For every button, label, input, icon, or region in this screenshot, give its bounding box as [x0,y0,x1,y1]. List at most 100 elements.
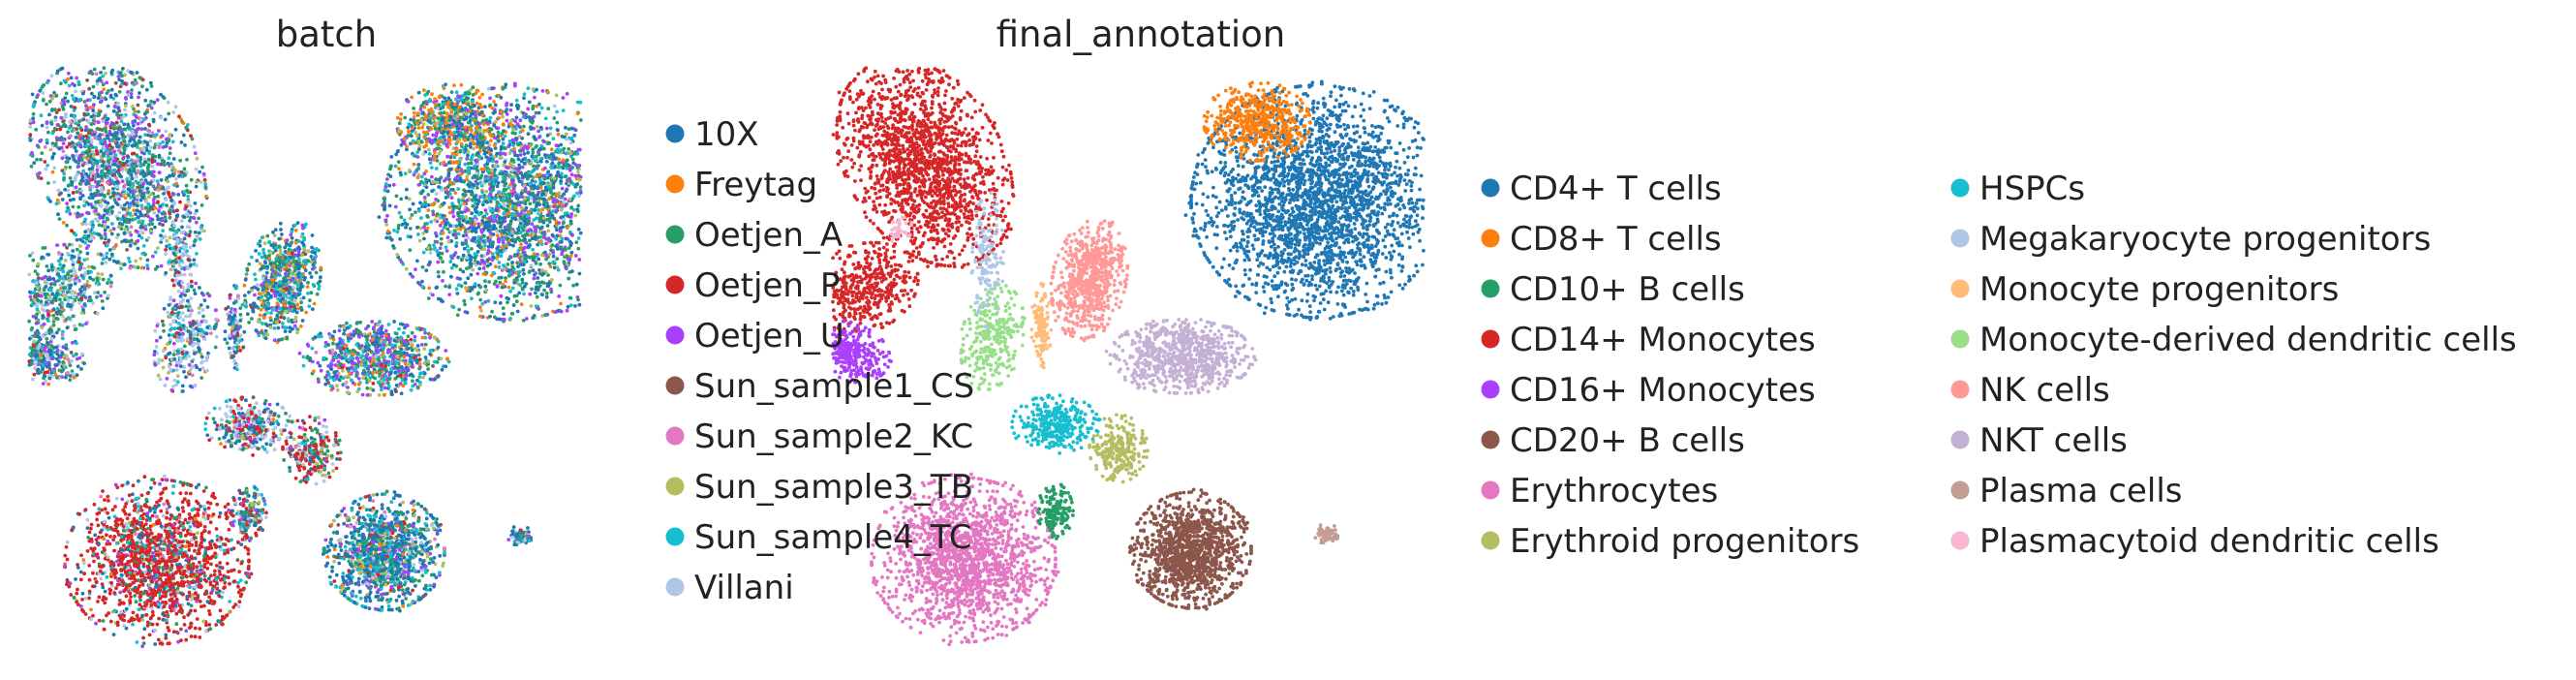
scatter-point [76,279,79,284]
scatter-point [432,154,437,159]
scatter-point [442,226,446,231]
scatter-point [540,192,545,197]
scatter-point [121,192,126,197]
scatter-point [506,204,510,208]
scatter-point [525,159,529,164]
scatter-point [76,211,80,216]
scatter-point [561,96,566,100]
scatter-point [462,117,467,122]
scatter-point [107,238,111,243]
scatter-point [567,147,571,151]
scatter-point [75,237,79,242]
scatter-point [82,258,87,263]
scatter-point [555,257,560,262]
scatter-point [411,201,415,206]
scatter-point [505,295,509,300]
scatter-point [163,215,168,220]
scatter-point [544,241,548,246]
scatter-point [195,208,199,213]
scatter-point [510,180,515,184]
scatter-point [83,128,88,133]
scatter-point [105,243,109,248]
scatter-point [52,282,57,287]
scatter-point [122,81,127,85]
scatter-point [567,169,572,172]
scatter-point [408,248,413,253]
scatter-point [515,309,520,314]
scatter-point [513,206,518,211]
scatter-point [480,219,485,223]
scatter-point [495,151,500,156]
scatter-point [77,253,81,258]
scatter-point [62,176,66,180]
scatter-point [433,97,437,102]
scatter-point [119,119,124,124]
scatter-point [497,115,502,120]
scatter-point [162,192,166,196]
scatter-point [550,161,555,166]
scatter-point [545,224,550,228]
scatter-point [495,175,500,180]
scatter-point [63,187,67,192]
scatter-point [417,208,421,213]
scatter-point [132,166,137,170]
scatter-point [126,133,131,138]
scatter-point [567,295,572,300]
scatter-point [466,136,471,139]
scatter-point [53,118,57,123]
scatter-point [528,181,533,186]
scatter-point [60,66,65,71]
scatter-point [159,115,163,120]
scatter-point [40,123,45,128]
scatter-point [429,107,434,111]
scatter-point [178,158,183,163]
scatter-point [542,231,547,234]
scatter-point [416,183,421,187]
scatter-point [394,194,399,199]
scatter-point [545,284,550,289]
scatter-point [435,180,440,185]
scatter-point [448,155,453,160]
scatter-point [410,126,414,131]
scatter-point [100,262,105,265]
scatter-point [77,119,81,124]
scatter-point [52,180,56,185]
scatter-point [559,175,564,180]
scatter-point [565,92,569,96]
scatter-point [541,181,546,185]
scatter-point [495,230,499,233]
scatter-point [522,161,527,166]
scatter-point [138,226,143,230]
scatter-point [452,102,457,107]
scatter-point [488,200,493,204]
scatter-point [426,296,431,300]
scatter-point [118,173,122,178]
scatter-point [426,125,430,130]
scatter-point [559,207,564,212]
scatter-point [96,291,101,294]
scatter-point [34,281,39,286]
scatter-point [65,201,69,206]
scatter-point [557,157,561,162]
scatter-point [193,201,198,205]
scatter-point [509,230,514,234]
scatter-point [471,267,475,272]
scatter-point [481,118,485,123]
scatter-point [428,161,433,166]
scatter-point [540,268,545,273]
scatter-point [443,96,447,101]
scatter-point [108,195,113,200]
scatter-point [426,208,431,212]
scatter-point [481,215,485,220]
scatter-point [545,90,550,95]
scatter-point [144,87,149,92]
scatter-point [393,204,398,209]
scatter-point [129,95,134,100]
scatter-point [92,162,96,167]
scatter-point [183,143,187,147]
scatter-point [416,139,421,143]
scatter-point [450,201,454,206]
scatter-point [124,217,129,222]
scatter-point [531,150,536,155]
